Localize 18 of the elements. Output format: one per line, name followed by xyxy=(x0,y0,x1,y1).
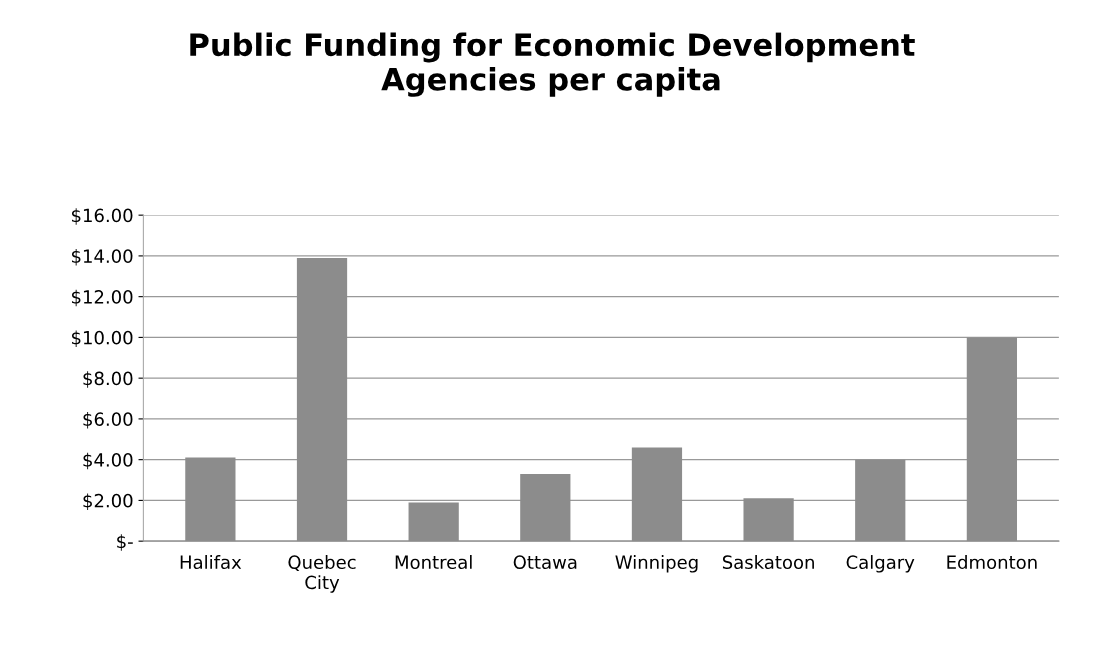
x-tick-label: Calgary xyxy=(846,555,915,573)
y-tick-label: $6.00 xyxy=(83,412,133,429)
x-tick-label: Ottawa xyxy=(513,555,577,570)
x-tick-label: Edmonton xyxy=(947,555,1037,570)
y-tick-label: $4.00 xyxy=(83,452,133,470)
y-tick-label: $8.00 xyxy=(83,371,133,388)
x-tick-label: Quebec City xyxy=(288,555,356,593)
y-tick-label: $- xyxy=(117,534,133,551)
y-tick-label: $16.00 xyxy=(71,208,133,225)
chart-title: Public Funding for Economic Development Agencies per capita xyxy=(190,32,915,97)
y-tick-label: $12.00 xyxy=(71,289,133,307)
x-tick-label: Halifax xyxy=(180,555,242,570)
y-tick-label: $2.00 xyxy=(83,493,133,510)
x-tick-label: Saskatoon xyxy=(722,555,814,570)
y-tick-label: $14.00 xyxy=(71,249,133,266)
x-tick-label: Montreal xyxy=(395,555,472,570)
y-tick-label: $10.00 xyxy=(71,330,133,347)
x-tick-label: Winnipeg xyxy=(615,555,698,573)
